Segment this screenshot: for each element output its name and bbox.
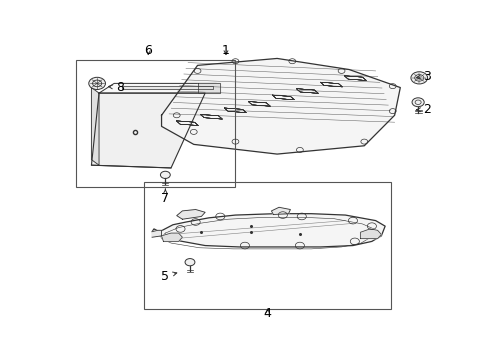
Text: 5: 5 xyxy=(161,270,176,283)
Text: 6: 6 xyxy=(144,44,152,57)
Text: 3: 3 xyxy=(416,70,430,83)
Polygon shape xyxy=(161,233,182,242)
Text: 8: 8 xyxy=(108,81,123,94)
Circle shape xyxy=(184,258,195,266)
Polygon shape xyxy=(152,214,385,247)
Polygon shape xyxy=(360,229,381,239)
Text: 4: 4 xyxy=(263,307,271,320)
Bar xyxy=(144,182,390,309)
Circle shape xyxy=(160,171,170,179)
Polygon shape xyxy=(152,230,161,237)
Polygon shape xyxy=(122,86,212,89)
Text: 1: 1 xyxy=(222,44,229,57)
Polygon shape xyxy=(99,84,216,93)
Polygon shape xyxy=(176,210,205,219)
Text: 7: 7 xyxy=(161,189,169,205)
Circle shape xyxy=(411,98,423,107)
Bar xyxy=(76,60,235,187)
Circle shape xyxy=(410,72,427,84)
Polygon shape xyxy=(91,87,99,165)
Circle shape xyxy=(89,77,105,90)
Polygon shape xyxy=(197,84,220,93)
Polygon shape xyxy=(161,58,400,154)
Polygon shape xyxy=(271,207,290,215)
Text: 2: 2 xyxy=(416,103,430,116)
Polygon shape xyxy=(91,93,205,168)
